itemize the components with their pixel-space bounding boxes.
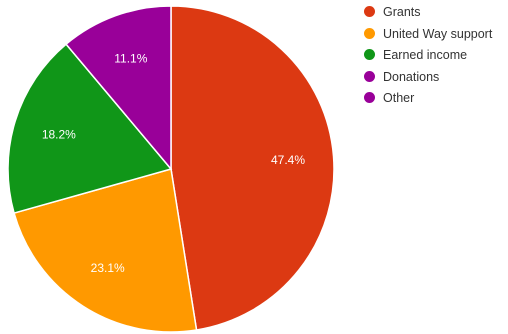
legend-item[interactable]: Grants	[364, 4, 508, 20]
legend-label: Donations	[383, 69, 440, 84]
legend-item[interactable]: United Way support	[364, 26, 508, 42]
legend-swatch	[364, 49, 375, 60]
slice-value-label: 23.1%	[91, 261, 125, 275]
legend-swatch	[364, 6, 375, 17]
legend-label: United Way support	[383, 26, 493, 41]
pie-slice-0[interactable]	[170, 5, 335, 331]
pie-slice-2[interactable]	[7, 43, 173, 215]
legend-item[interactable]: Earned income	[364, 47, 508, 63]
chart-legend: Grants United Way support Earned income Don…	[364, 4, 508, 112]
slice-value-label: 18.2%	[42, 127, 76, 141]
legend-label: Earned income	[383, 48, 468, 62]
legend-label: Grants	[383, 5, 421, 19]
legend-swatch	[364, 92, 375, 103]
legend-label: Other	[383, 91, 415, 105]
pie-slice-1[interactable]	[13, 168, 198, 333]
legend-item[interactable]: Other	[364, 90, 508, 106]
legend-swatch	[364, 27, 375, 39]
pie-slice-4[interactable]	[65, 5, 172, 172]
legend-swatch	[364, 70, 375, 82]
slice-value-label: 11.1%	[114, 52, 147, 66]
legend-item[interactable]: Donations	[364, 69, 508, 85]
slice-value-label: 47.4%	[271, 153, 305, 167]
